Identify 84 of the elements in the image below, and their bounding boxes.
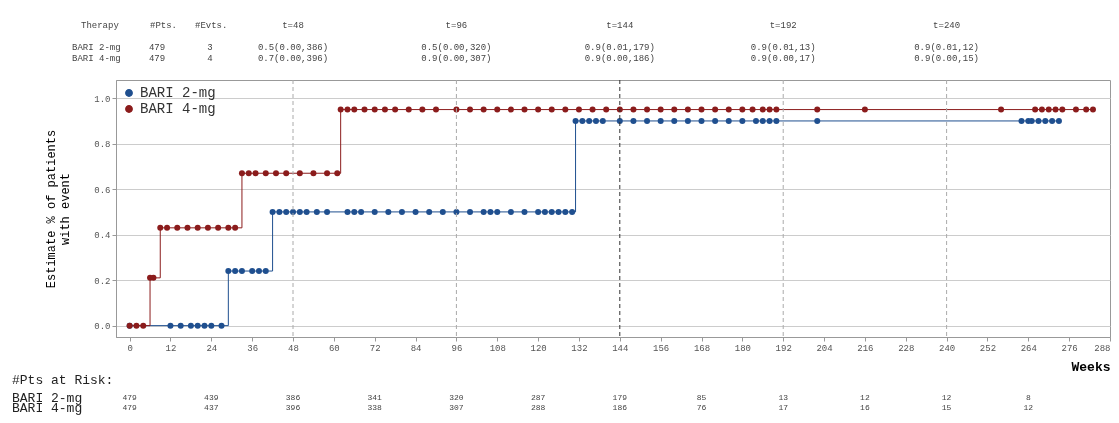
text: 0.9(0.01,13) (750, 43, 816, 53)
text: 186 (612, 403, 628, 412)
legend-label: BARI 4-mg (140, 101, 216, 117)
x-tick-label: 168 (693, 343, 711, 354)
text: #Pts at Risk: (12, 373, 114, 388)
x-tick-label: 72 (369, 343, 381, 354)
text: 76 (696, 403, 707, 412)
x-tick-label: 216 (857, 343, 874, 354)
x-tick-label: 240 (939, 343, 956, 354)
x-tick-label: 96 (451, 343, 463, 354)
x-tick-label: 132 (571, 343, 588, 354)
x-tick-label: 180 (734, 343, 751, 354)
text: 479 (148, 43, 166, 53)
x-tick-label: 204 (816, 343, 833, 354)
y-tick-label: 0.8 (94, 140, 111, 151)
text: #Pts. (150, 21, 178, 31)
x-tick-label: 144 (612, 343, 629, 354)
text: 179 (612, 393, 628, 402)
text: 12 (860, 393, 870, 402)
y-tick-label: 1.0 (94, 94, 111, 105)
text: 0.9(0.00,15) (914, 54, 980, 64)
text: Therapy (81, 21, 120, 31)
text: 396 (285, 403, 301, 412)
text: 479 (122, 403, 138, 412)
text: 0.7(0.00,396) (257, 54, 329, 64)
text: 85 (696, 393, 707, 402)
text: 307 (449, 403, 464, 412)
y-axis-title: Estimate % of patients with event (45, 129, 74, 289)
text: BARI 4-mg (72, 54, 121, 64)
text: 0.5(0.00,386) (257, 43, 329, 53)
legend-label: BARI 2-mg (140, 85, 216, 101)
text: t=192 (769, 21, 797, 31)
text: 0.9(0.00,186) (584, 54, 655, 64)
x-tick-label: 264 (1020, 343, 1037, 354)
y-tick-label: 0.4 (94, 231, 111, 242)
text: 16 (860, 403, 870, 412)
x-tick-label: 12 (165, 343, 177, 354)
x-tick-label: 24 (206, 343, 218, 354)
x-tick-label: 120 (530, 343, 547, 354)
text: 4 (207, 54, 213, 64)
text: 479 (122, 393, 138, 402)
y-tick-label: 0.6 (94, 185, 111, 196)
x-tick-label: 36 (247, 343, 259, 354)
text: t=144 (606, 21, 634, 31)
text: 0.9(0.01,179) (584, 43, 655, 53)
x-tick-label: 228 (898, 343, 915, 354)
text: #Evts. (195, 21, 228, 31)
text: 0.9(0.00,307) (421, 54, 492, 64)
text: 12 (941, 393, 952, 402)
text: 17 (778, 403, 789, 412)
text: 13 (778, 393, 789, 402)
text: t=240 (933, 21, 961, 31)
text: t=96 (445, 21, 468, 31)
text: 8 (1025, 393, 1031, 402)
text: 288 (530, 403, 546, 412)
x-tick-label: 84 (410, 343, 422, 354)
x-tick-label: 48 (288, 343, 299, 354)
text: 0.9(0.00,17) (750, 54, 816, 64)
text: 479 (148, 54, 166, 64)
text: 12 (1023, 403, 1034, 412)
y-tick-label: 0.0 (94, 322, 111, 333)
text: 0.9(0.01,12) (914, 43, 980, 53)
x-axis-title: Weeks (1071, 359, 1111, 375)
text: BARI 2-mg (72, 43, 121, 53)
text: 15 (941, 403, 952, 412)
x-tick-label: 276 (1061, 343, 1078, 354)
x-tick-label: 156 (653, 343, 670, 354)
text: 386 (285, 393, 301, 402)
text: 338 (367, 403, 383, 412)
text: t=48 (282, 21, 304, 31)
text: 437 (204, 403, 219, 412)
text: 320 (449, 393, 464, 402)
x-tick-label: 108 (489, 343, 506, 354)
text: 0.5(0.00,320) (421, 43, 492, 53)
y-tick-label: 0.2 (94, 276, 111, 287)
x-tick-label: 192 (775, 343, 792, 354)
text: 439 (204, 393, 219, 402)
x-tick-label: 60 (328, 343, 340, 354)
x-tick-label: 0 (127, 343, 133, 354)
text: 341 (367, 393, 383, 402)
x-tick-label: 288 (1094, 343, 1111, 354)
text: 3 (207, 43, 213, 53)
x-tick-label: 252 (979, 343, 997, 354)
text: 287 (530, 393, 546, 402)
